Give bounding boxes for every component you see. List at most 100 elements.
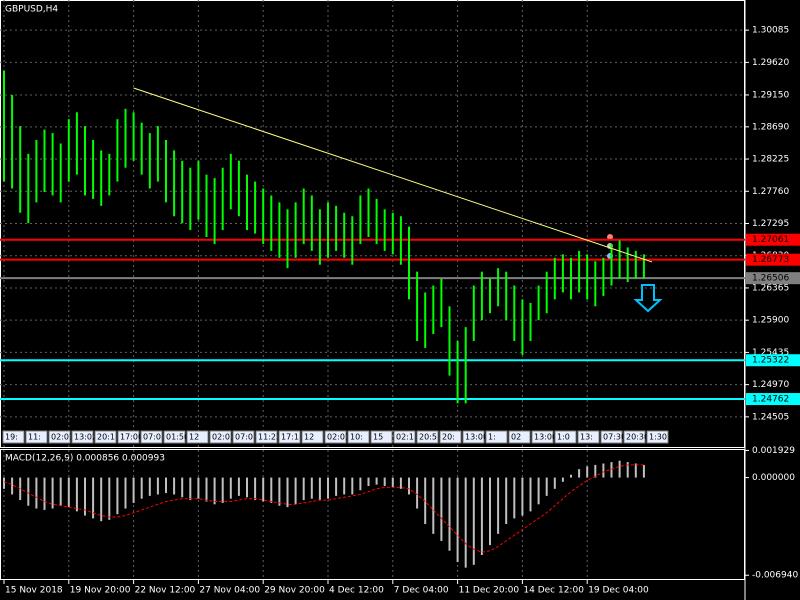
macd-bar — [246, 477, 248, 498]
sell-arrow — [633, 284, 663, 313]
time-label: 13: — [580, 433, 593, 442]
macd-bar — [302, 477, 305, 501]
y-tick-label: 1.25900 — [752, 316, 789, 326]
macd-bar — [391, 477, 394, 488]
macd-bar — [626, 462, 629, 478]
x-tick-label: 29 Nov 20:00 — [264, 586, 325, 596]
macd-bar — [529, 477, 532, 512]
time-label: 13:00 — [534, 433, 557, 442]
macd-bar — [310, 477, 313, 499]
macd-bar — [440, 477, 443, 541]
time-label: 20:30 — [626, 433, 649, 442]
time-label: 02:01 — [327, 433, 350, 442]
level-label: 1.26506 — [752, 274, 789, 284]
macd-bar — [165, 477, 167, 494]
time-label: 12 — [304, 433, 314, 442]
y-tick-label: 0.000000 — [752, 473, 795, 483]
level-label: 1.26773 — [752, 255, 789, 265]
macd-bar — [278, 477, 281, 506]
macd-bar — [561, 477, 564, 482]
time-label: 02:01 — [51, 433, 74, 442]
macd-bar — [11, 477, 14, 495]
macd-bar — [464, 477, 467, 568]
time-label: 15 — [373, 433, 383, 442]
macd-bar — [521, 477, 524, 516]
macd-bar — [51, 477, 54, 509]
y-tick-label: 1.30085 — [752, 26, 789, 36]
macd-bar — [489, 477, 491, 546]
macd-bar — [472, 477, 475, 565]
macd-bar — [84, 477, 86, 516]
time-label: 20:5 — [419, 433, 437, 442]
level-label-box — [746, 233, 800, 246]
price-frame — [0, 0, 745, 448]
y-tick-label: 1.26365 — [752, 283, 789, 293]
macd-bar — [221, 477, 224, 503]
level-label-box — [746, 253, 800, 266]
macd-bar — [270, 477, 273, 503]
x-tick-label: 7 Dec 04:00 — [394, 586, 449, 596]
macd-bar — [408, 477, 410, 495]
macd-bar — [610, 462, 613, 478]
macd-bar — [367, 477, 370, 487]
y-tick-label: 1.29620 — [752, 58, 789, 68]
level-label: 1.27061 — [752, 235, 789, 245]
time-label-box — [324, 430, 347, 444]
macd-bar — [189, 477, 192, 501]
signal-line — [3, 464, 644, 553]
macd-bar — [505, 477, 508, 525]
time-label-box — [462, 430, 485, 444]
time-label: 12 — [189, 433, 199, 442]
y-tick-label: -0.006940 — [752, 571, 798, 581]
time-label: 13:02 — [74, 433, 97, 442]
time-label-box — [416, 430, 439, 444]
macd-bar — [92, 477, 95, 519]
x-tick-label: 11 Dec 20:00 — [459, 586, 520, 596]
time-label-box — [646, 430, 669, 444]
macd-bar — [148, 477, 151, 496]
y-tick-label: 1.28225 — [752, 155, 789, 165]
macd-bar — [35, 477, 38, 509]
macd-bar — [124, 477, 127, 509]
macd-bar — [448, 477, 451, 551]
time-label-box — [232, 430, 255, 444]
time-label: 11:23 — [258, 433, 281, 442]
time-label-box — [370, 430, 393, 444]
x-tick-label: 15 Nov 2018 — [5, 586, 63, 596]
time-label-box — [278, 430, 301, 444]
macd-bar — [424, 477, 427, 525]
time-label-box — [140, 430, 163, 444]
time-label-box — [71, 430, 94, 444]
time-label: 07:0 — [143, 433, 161, 442]
time-label: 07:0 — [235, 433, 253, 442]
macd-bar — [3, 477, 5, 489]
y-tick-label: 1.29150 — [752, 90, 789, 100]
time-label: 07:30 — [603, 433, 626, 442]
macd-bar — [570, 474, 572, 478]
macd-bar — [456, 477, 459, 563]
y-tick-label: 1.24505 — [752, 412, 789, 422]
x-tick-label: 22 Nov 12:00 — [135, 586, 196, 596]
time-label: 1:30 — [649, 433, 667, 442]
macd-bar — [618, 460, 621, 478]
macd-bar — [286, 477, 289, 508]
time-label-box — [186, 430, 209, 444]
macd-bar — [140, 477, 143, 499]
level-label: 1.24762 — [752, 395, 789, 405]
time-label: 02:01 — [212, 433, 235, 442]
time-label-box — [25, 430, 48, 444]
x-tick-label: 27 Nov 04:00 — [199, 586, 260, 596]
macd-bar — [229, 477, 232, 499]
macd-bar — [383, 477, 386, 487]
time-label-box — [301, 430, 324, 444]
level-label-box — [746, 393, 800, 406]
time-label-box — [554, 430, 577, 444]
y-tick-label: 1.25435 — [752, 348, 789, 358]
marker — [607, 234, 613, 240]
macd-bar — [351, 477, 354, 495]
time-label-box — [2, 430, 25, 444]
time-label-box — [393, 430, 416, 444]
macd-bar — [59, 477, 62, 506]
time-label-box — [623, 430, 646, 444]
x-tick-label: 4 Dec 12:00 — [329, 586, 384, 596]
